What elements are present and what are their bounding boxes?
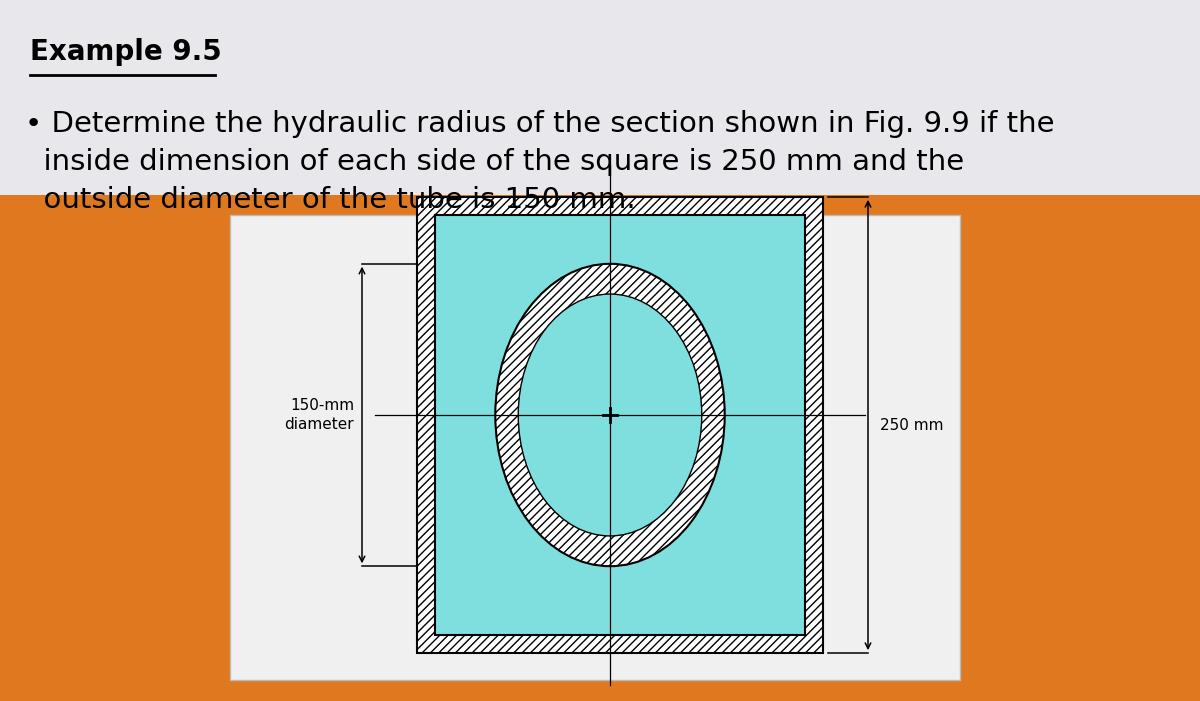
Text: 250 mm: 250 mm bbox=[880, 418, 943, 433]
Text: 150-mm
diameter: 150-mm diameter bbox=[284, 397, 354, 433]
Bar bbox=[0, 0, 1200, 195]
Bar bbox=[436, 215, 805, 635]
Ellipse shape bbox=[496, 264, 725, 566]
Text: inside dimension of each side of the square is 250 mm and the: inside dimension of each side of the squ… bbox=[25, 148, 964, 176]
Text: • Determine the hydraulic radius of the section shown in Fig. 9.9 if the: • Determine the hydraulic radius of the … bbox=[25, 110, 1055, 138]
Bar bbox=[230, 215, 960, 680]
Text: outside diameter of the tube is 150 mm.: outside diameter of the tube is 150 mm. bbox=[25, 186, 636, 214]
Text: Example 9.5: Example 9.5 bbox=[30, 38, 222, 66]
Bar bbox=[418, 197, 823, 653]
Ellipse shape bbox=[518, 294, 702, 536]
Bar bbox=[0, 195, 1200, 701]
